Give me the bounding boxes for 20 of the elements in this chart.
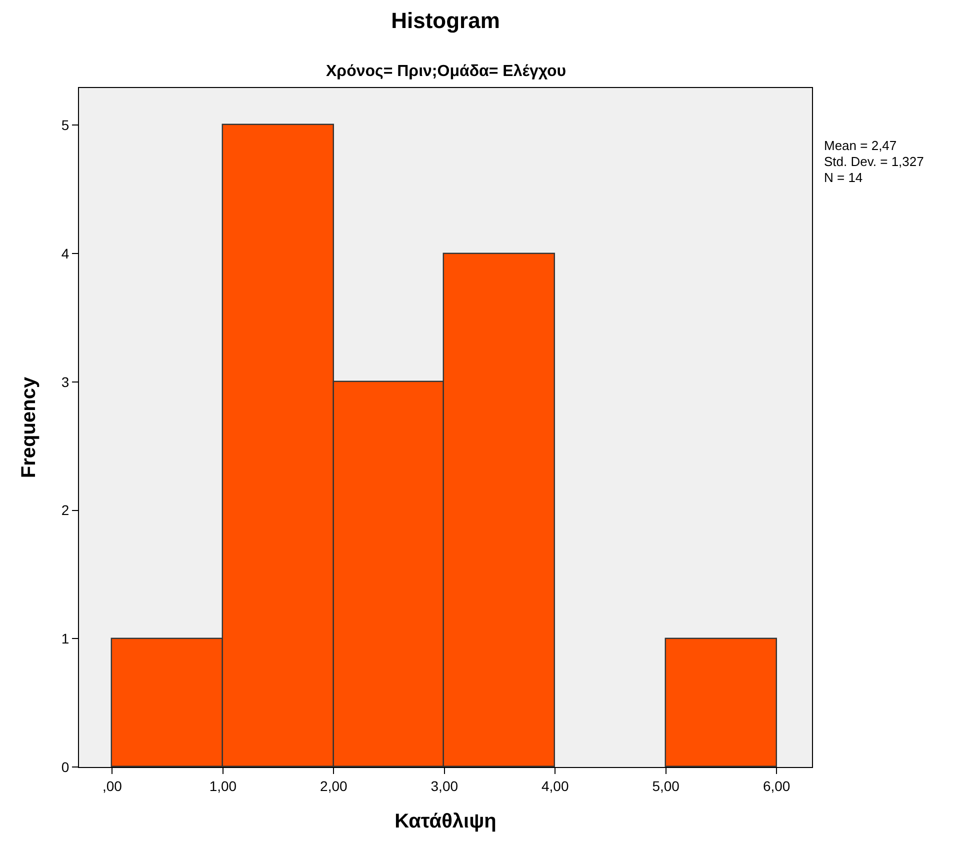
text: N = 14 — [824, 170, 863, 185]
x-tick-label: ,00 — [102, 778, 122, 794]
x-tick-label: 5,00 — [652, 778, 680, 794]
y-tick-label: 0 — [61, 758, 70, 775]
x-axis-title: Κατάθλιψη — [394, 810, 496, 832]
y-tick-label: 4 — [61, 245, 70, 262]
x-tick-label: 2,00 — [320, 778, 348, 794]
y-tick-label: 2 — [61, 502, 70, 518]
chart-title: Histogram — [391, 8, 500, 34]
x-tick-label: 6,00 — [762, 778, 790, 794]
y-axis-title: Frequency — [18, 376, 40, 478]
x-tick-label: 4,00 — [541, 778, 569, 794]
y-tick-label: 1 — [61, 630, 70, 647]
x-tick-label: 3,00 — [430, 778, 458, 794]
text: Std. Dev. = 1,327 — [824, 154, 924, 169]
y-tick-label: 5 — [61, 117, 70, 134]
chart-subtitle: Χρόνος= Πριν;Ομάδα= Ελέγχου — [326, 63, 566, 80]
text: Mean = 2,47 — [824, 138, 897, 153]
y-tick-label: 3 — [61, 374, 70, 390]
x-tick-label: 1,00 — [209, 778, 237, 794]
